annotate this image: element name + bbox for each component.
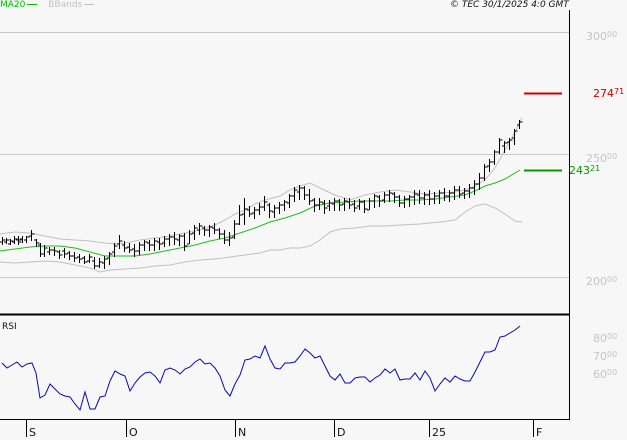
x-label-sep: S xyxy=(29,426,36,439)
y-label-int: 250 xyxy=(586,152,607,165)
legend-ma20: MA20 xyxy=(0,0,26,10)
rsi-label-int: 70 xyxy=(593,350,607,363)
ohlc-bars xyxy=(0,120,523,269)
legend-ma20-swatch xyxy=(27,4,38,5)
rsi-label-dec: 00 xyxy=(607,332,618,341)
rsi-label-int: 80 xyxy=(593,332,607,345)
y-label-dec: 00 xyxy=(607,152,618,161)
x-label-feb: F xyxy=(536,426,543,439)
rsi-label-60: 6000 xyxy=(593,368,617,381)
rsi-label-dec: 00 xyxy=(607,368,618,377)
legend-bbands-swatch xyxy=(84,4,95,5)
last-price-int: 274 xyxy=(593,87,614,100)
rsi-label-80: 8000 xyxy=(593,332,617,345)
rsi-label-70: 7000 xyxy=(593,350,617,363)
copyright-timestamp: © TEC 30/1/2025 4:0 GMT xyxy=(450,0,569,10)
y-label-int: 300 xyxy=(586,30,607,43)
y-label-250: 25000 xyxy=(586,152,617,165)
x-axis-ticks xyxy=(26,420,534,437)
rsi-label-int: 60 xyxy=(593,368,607,381)
x-label-nov: N xyxy=(238,426,247,439)
rsi-panel-title: RSI xyxy=(2,322,17,332)
chart-legend: MA20 BBands xyxy=(0,0,95,11)
last-price-label: 27471 xyxy=(593,87,624,100)
bbands-upper-line xyxy=(0,117,523,245)
ma20-value-label: 24321 xyxy=(569,164,600,177)
x-label-dec: D xyxy=(337,426,346,439)
ma20-value-int: 243 xyxy=(569,164,590,177)
x-label-2025: 25 xyxy=(432,426,446,439)
x-label-oct: O xyxy=(129,426,138,439)
bbands-lower-line xyxy=(0,203,523,273)
y-label-300: 30000 xyxy=(586,30,617,43)
rsi-label-dec: 00 xyxy=(607,350,618,359)
ma20-line xyxy=(0,169,521,257)
last-price-dec: 71 xyxy=(614,87,625,96)
ma20-value-dec: 21 xyxy=(590,164,601,173)
y-label-dec: 00 xyxy=(607,275,618,284)
y-label-dec: 00 xyxy=(607,30,618,39)
rsi-line xyxy=(1,325,521,412)
legend-bbands: BBands xyxy=(48,0,83,10)
y-label-int: 200 xyxy=(586,275,607,288)
y-label-200: 20000 xyxy=(586,275,617,288)
